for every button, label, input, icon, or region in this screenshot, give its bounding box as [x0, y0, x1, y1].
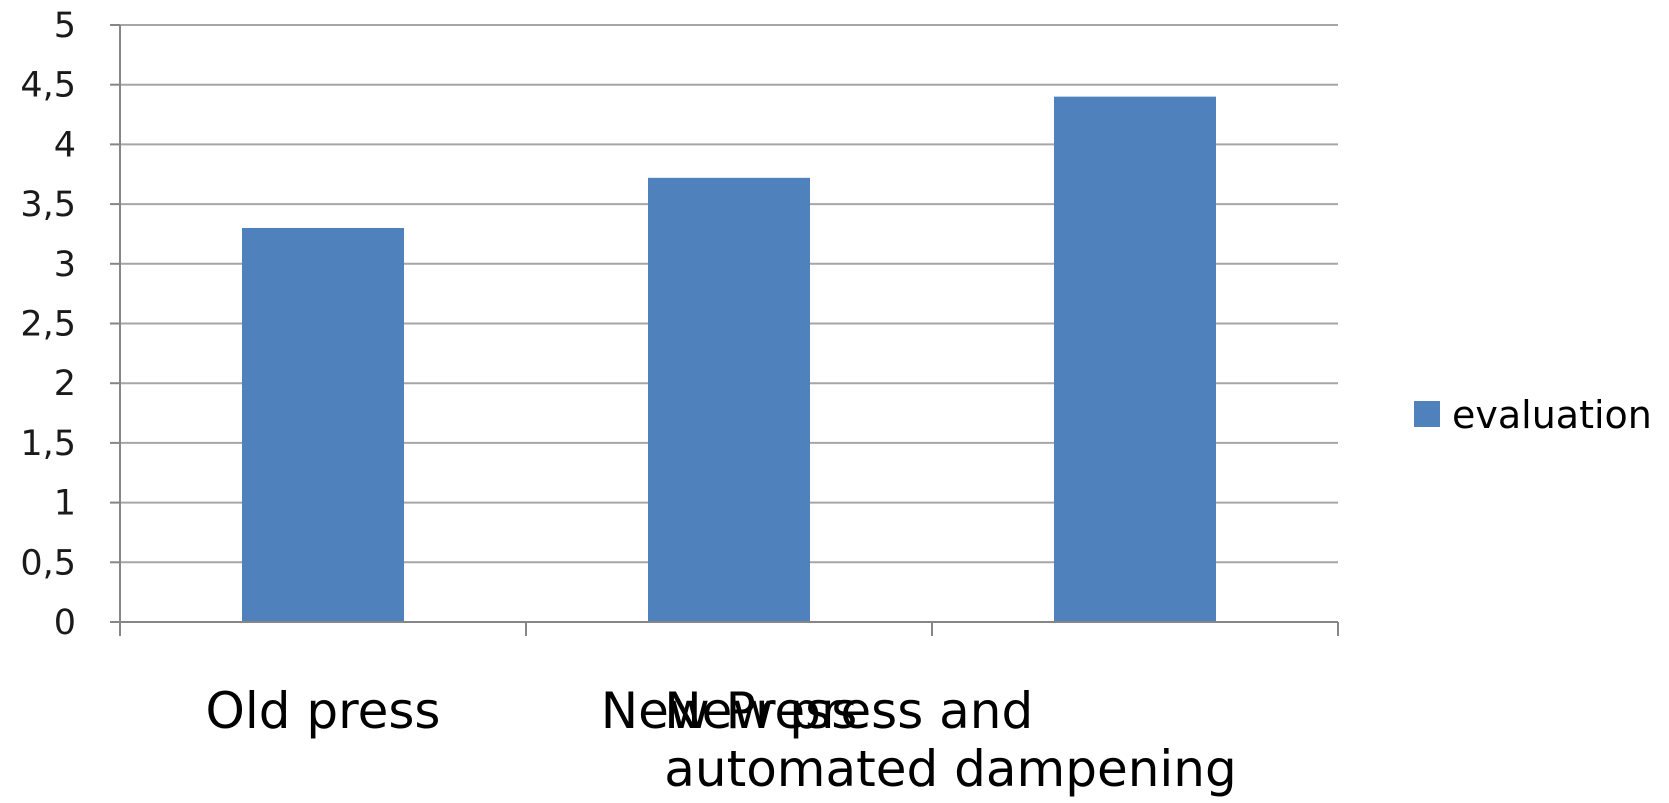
y-tick-label: 3,5 — [20, 185, 76, 225]
legend-swatch-evaluation — [1414, 401, 1440, 427]
bar-series — [242, 96, 1216, 623]
x-category-label-1: New Press — [601, 682, 858, 740]
bar-0 — [242, 227, 404, 623]
y-tick-label: 0,5 — [20, 543, 76, 583]
y-tick-label: 2,5 — [20, 305, 76, 345]
x-category-label-2: New press and automated dampening — [664, 682, 1236, 798]
x-category-label-0: Old press — [206, 682, 441, 740]
y-tick-label: 5 — [54, 6, 76, 46]
y-tick-label: 4 — [54, 125, 76, 165]
bar-1 — [648, 177, 810, 622]
y-tick-label: 0 — [54, 603, 76, 643]
legend: evaluation — [1414, 393, 1652, 437]
y-tick-label: 2 — [54, 364, 76, 404]
bar-2 — [1054, 96, 1216, 622]
y-tick-label: 1 — [54, 484, 76, 524]
axes — [110, 24, 1339, 636]
y-tick-label: 3 — [54, 245, 76, 285]
y-tick-label: 4,5 — [20, 66, 76, 106]
legend-label-evaluation: evaluation — [1452, 393, 1652, 437]
y-axis-tick-labels: 0 0,5 1 1,5 2 2,5 3 3,5 4 4,5 5 — [20, 6, 76, 643]
y-tick-label: 1,5 — [20, 424, 76, 464]
